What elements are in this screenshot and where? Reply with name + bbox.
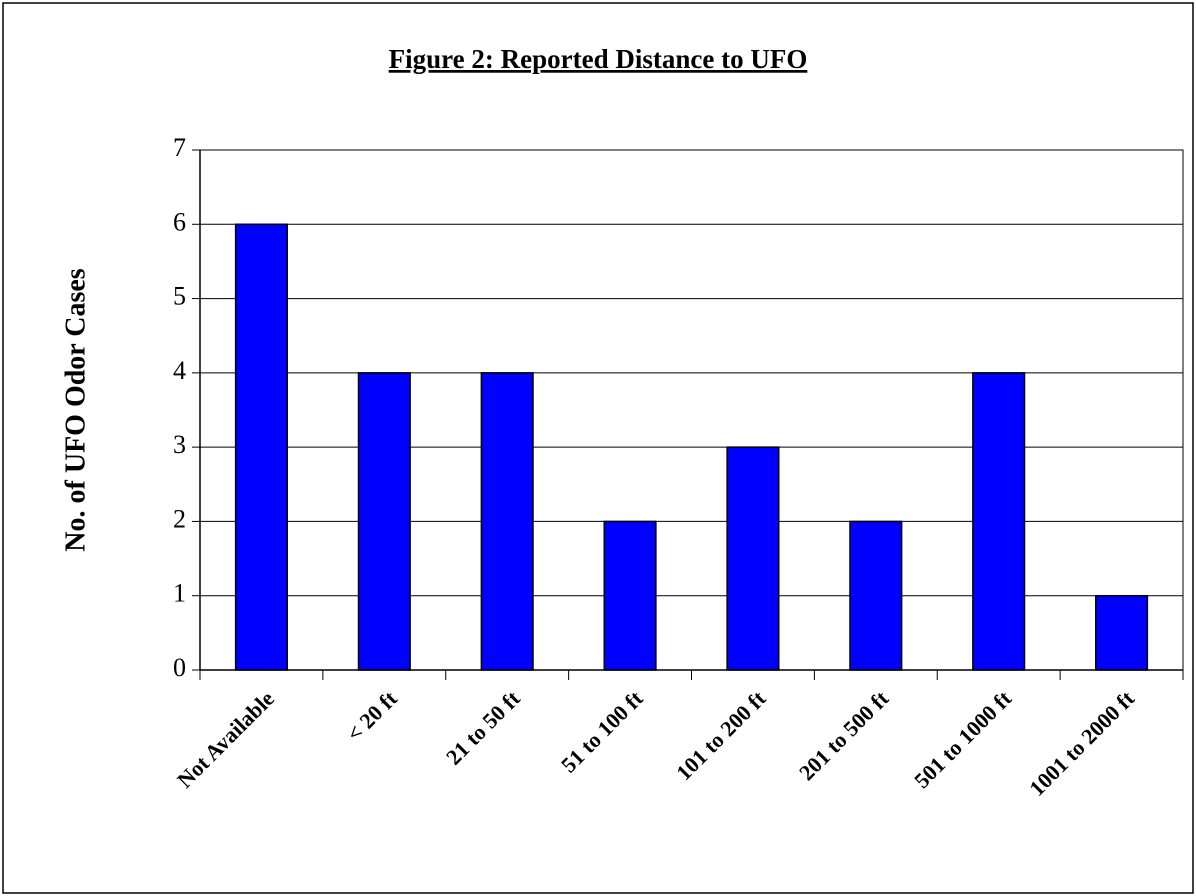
- bar: [726, 446, 780, 671]
- bar: [1095, 594, 1149, 671]
- bar: [234, 223, 288, 671]
- bar: [972, 372, 1026, 671]
- y-tick-label: 5: [173, 282, 186, 311]
- bar: [849, 520, 903, 671]
- chart-title: Figure 2: Reported Distance to UFO: [389, 44, 808, 74]
- y-tick-label: 0: [173, 653, 186, 682]
- y-axis-label: No. of UFO Odor Cases: [60, 268, 91, 551]
- y-tick-label: 4: [173, 356, 186, 385]
- y-tick-label: 3: [173, 430, 186, 459]
- y-tick-label: 6: [173, 207, 186, 236]
- y-tick-label: 1: [173, 579, 186, 608]
- y-tick-label: 2: [173, 504, 186, 533]
- plot-area: [199, 149, 1184, 671]
- bar: [357, 372, 411, 671]
- bar: [480, 372, 534, 671]
- bar: [603, 520, 657, 671]
- y-tick-label: 7: [173, 133, 186, 162]
